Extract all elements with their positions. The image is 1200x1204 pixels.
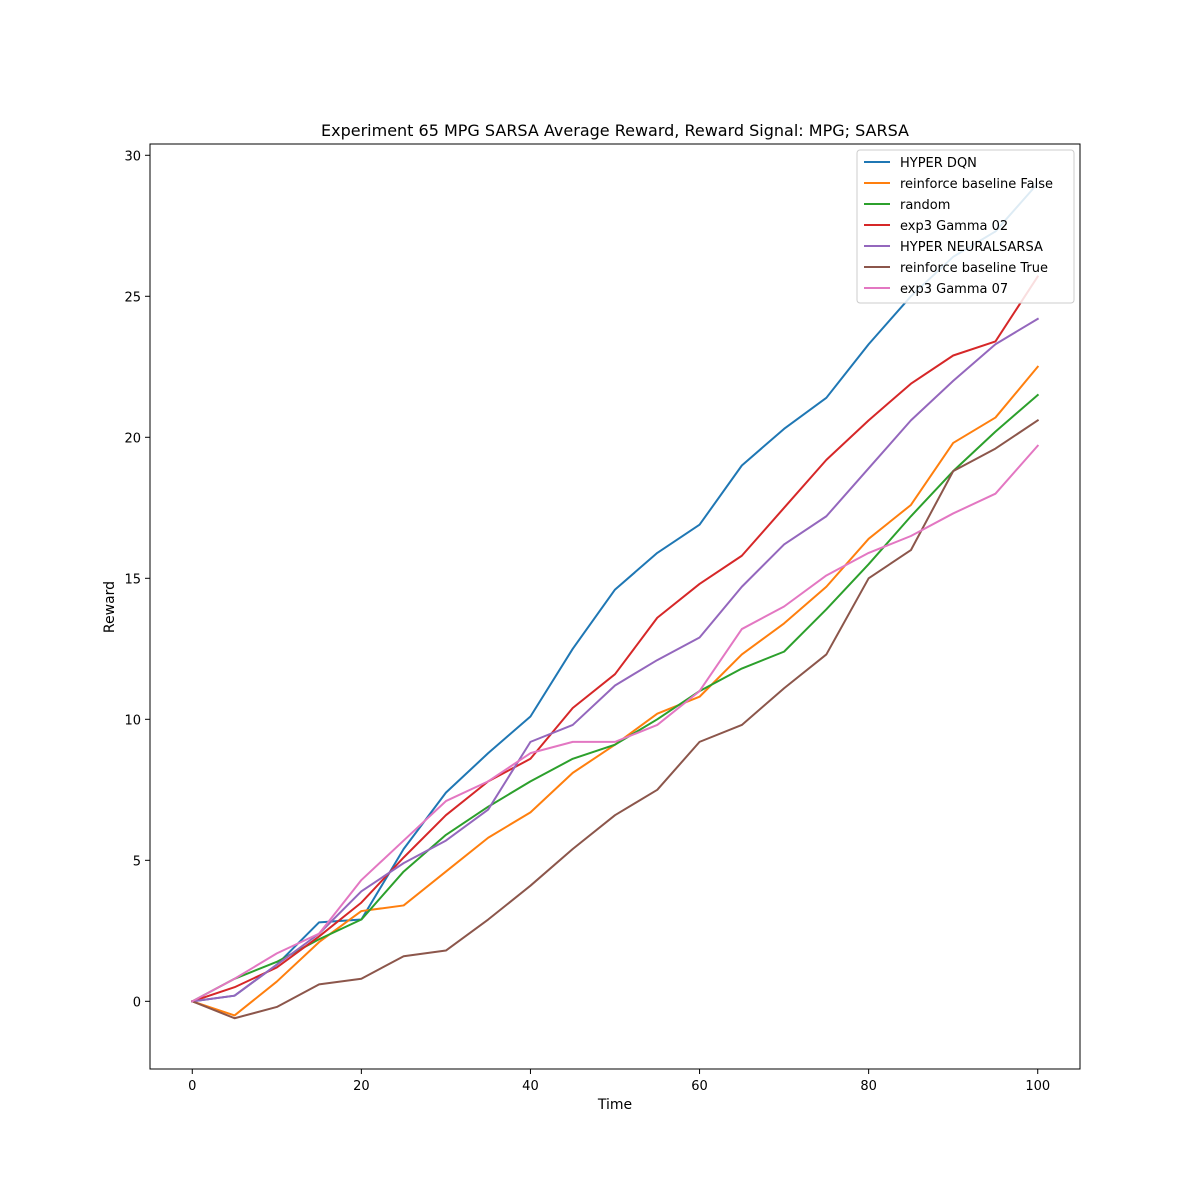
legend-label-1: reinforce baseline False [900,177,1053,192]
series-line-3 [191,275,1040,1003]
y-axis-label: Reward [102,581,118,633]
legend-label-4: HYPER NEURALSARSA [900,240,1043,255]
x-tick-label: 80 [860,1079,877,1094]
y-axis: 0 5 10 15 20 25 30 [124,149,150,1010]
y-tick-label: 0 [133,995,141,1010]
legend-label-5: reinforce baseline True [900,261,1048,276]
x-tick-label: 20 [353,1079,370,1094]
chart-title: Experiment 65 MPG SARSA Average Reward, … [321,121,909,140]
legend: HYPER DQN reinforce baseline False random e… [856,149,1075,304]
series-line-1 [191,365,1040,1017]
y-tick-label: 15 [124,572,141,587]
x-axis-label: Time [597,1097,632,1113]
y-tick-label: 10 [124,713,141,728]
y-tick-label: 30 [124,149,141,164]
y-tick-label: 25 [124,290,141,305]
x-tick-label: 60 [691,1079,708,1094]
x-axis: 0 20 40 60 80 100 [188,1069,1050,1094]
series-line-2 [190,393,1040,1003]
series-line-6 [190,444,1040,1003]
legend-box [856,149,1075,304]
legend-label-6: exp3 Gamma 07 [900,282,1008,297]
legend-label-0: HYPER DQN [900,156,977,171]
legend-label-3: exp3 Gamma 02 [900,219,1008,234]
x-tick-label: 0 [188,1079,196,1094]
axes-frame [149,143,1081,1070]
series-line-0 [191,182,1040,1003]
y-tick-label: 20 [124,431,141,446]
legend-label-2: random [900,198,950,213]
x-tick-label: 100 [1025,1079,1050,1094]
series-line-5 [190,418,1040,1020]
x-tick-label: 40 [522,1079,539,1094]
y-tick-label: 5 [133,854,141,869]
series-line-4 [191,317,1040,1003]
plot-lines [190,182,1040,1020]
